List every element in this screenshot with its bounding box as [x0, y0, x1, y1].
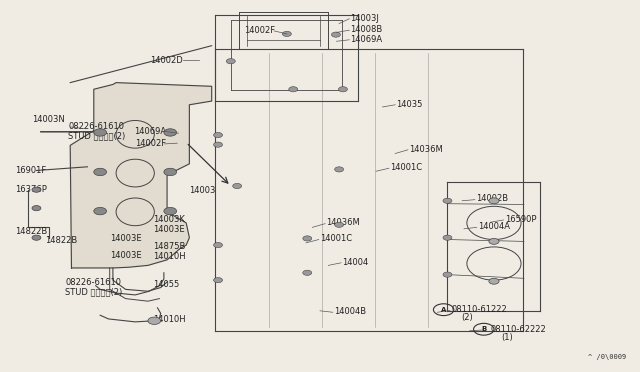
Text: (2): (2): [461, 313, 473, 322]
Circle shape: [32, 235, 41, 240]
Text: 14010H: 14010H: [153, 251, 186, 261]
Text: 14055: 14055: [153, 280, 179, 289]
Text: 08226-61610: 08226-61610: [65, 278, 121, 287]
Circle shape: [94, 208, 106, 215]
Text: 14003E: 14003E: [109, 251, 141, 260]
Circle shape: [164, 208, 177, 215]
Circle shape: [303, 270, 312, 275]
Text: 16590P: 16590P: [505, 215, 536, 224]
Circle shape: [335, 222, 344, 227]
Circle shape: [443, 198, 452, 203]
Text: 14069A: 14069A: [134, 127, 166, 136]
Circle shape: [94, 129, 106, 136]
Circle shape: [164, 168, 177, 176]
Circle shape: [443, 272, 452, 277]
Circle shape: [289, 87, 298, 92]
Text: 08110-62222: 08110-62222: [491, 325, 547, 334]
Circle shape: [32, 187, 41, 192]
Circle shape: [303, 236, 312, 241]
Text: 14001C: 14001C: [320, 234, 352, 243]
Text: 14003K: 14003K: [153, 215, 185, 224]
Text: 16901F: 16901F: [15, 166, 47, 175]
Circle shape: [214, 132, 223, 138]
Text: A: A: [441, 307, 446, 313]
Text: 08110-61222: 08110-61222: [451, 305, 507, 314]
Circle shape: [214, 142, 223, 147]
Text: 14002F: 14002F: [244, 26, 275, 35]
Text: 14003J: 14003J: [351, 13, 380, 22]
Text: 14822B: 14822B: [45, 236, 77, 245]
Circle shape: [335, 167, 344, 172]
Circle shape: [32, 206, 41, 211]
Circle shape: [164, 129, 177, 136]
Circle shape: [94, 168, 106, 176]
Text: 14010H: 14010H: [153, 315, 186, 324]
Text: B: B: [481, 326, 486, 332]
Text: 14004A: 14004A: [478, 222, 510, 231]
Text: 14004B: 14004B: [334, 307, 366, 316]
Circle shape: [489, 198, 499, 204]
Text: 14003E: 14003E: [109, 234, 141, 243]
Text: 14036M: 14036M: [326, 218, 360, 227]
Circle shape: [339, 87, 348, 92]
Circle shape: [233, 183, 242, 189]
Text: 14822B: 14822B: [15, 227, 47, 235]
Text: STUD スタッド(2): STUD スタッド(2): [65, 288, 122, 296]
Text: 14002D: 14002D: [150, 56, 183, 65]
Circle shape: [443, 235, 452, 240]
Text: 14003E: 14003E: [153, 225, 185, 234]
Text: 14002B: 14002B: [476, 195, 508, 203]
Circle shape: [332, 32, 340, 37]
Polygon shape: [70, 83, 212, 268]
Text: 14875B: 14875B: [153, 242, 186, 251]
Text: 16376P: 16376P: [15, 185, 47, 194]
Text: 14069A: 14069A: [351, 35, 383, 44]
Circle shape: [227, 59, 236, 64]
Text: STUD スタッド(2): STUD スタッド(2): [68, 132, 125, 141]
Text: 08226-61610: 08226-61610: [68, 122, 124, 131]
Text: 14001C: 14001C: [390, 163, 422, 172]
Circle shape: [148, 317, 161, 324]
Circle shape: [282, 31, 291, 36]
Text: 14003: 14003: [189, 186, 216, 195]
Text: ^ /0\0009: ^ /0\0009: [588, 354, 626, 360]
Text: 14036M: 14036M: [409, 145, 443, 154]
Text: 14002F: 14002F: [134, 140, 166, 148]
Circle shape: [214, 278, 223, 283]
Circle shape: [489, 278, 499, 284]
Text: 14004: 14004: [342, 257, 369, 267]
Text: 14003N: 14003N: [32, 115, 65, 124]
Text: (1): (1): [501, 333, 513, 342]
Circle shape: [489, 238, 499, 244]
Text: 14035: 14035: [396, 100, 423, 109]
Text: 14008B: 14008B: [351, 25, 383, 33]
Circle shape: [214, 243, 223, 248]
